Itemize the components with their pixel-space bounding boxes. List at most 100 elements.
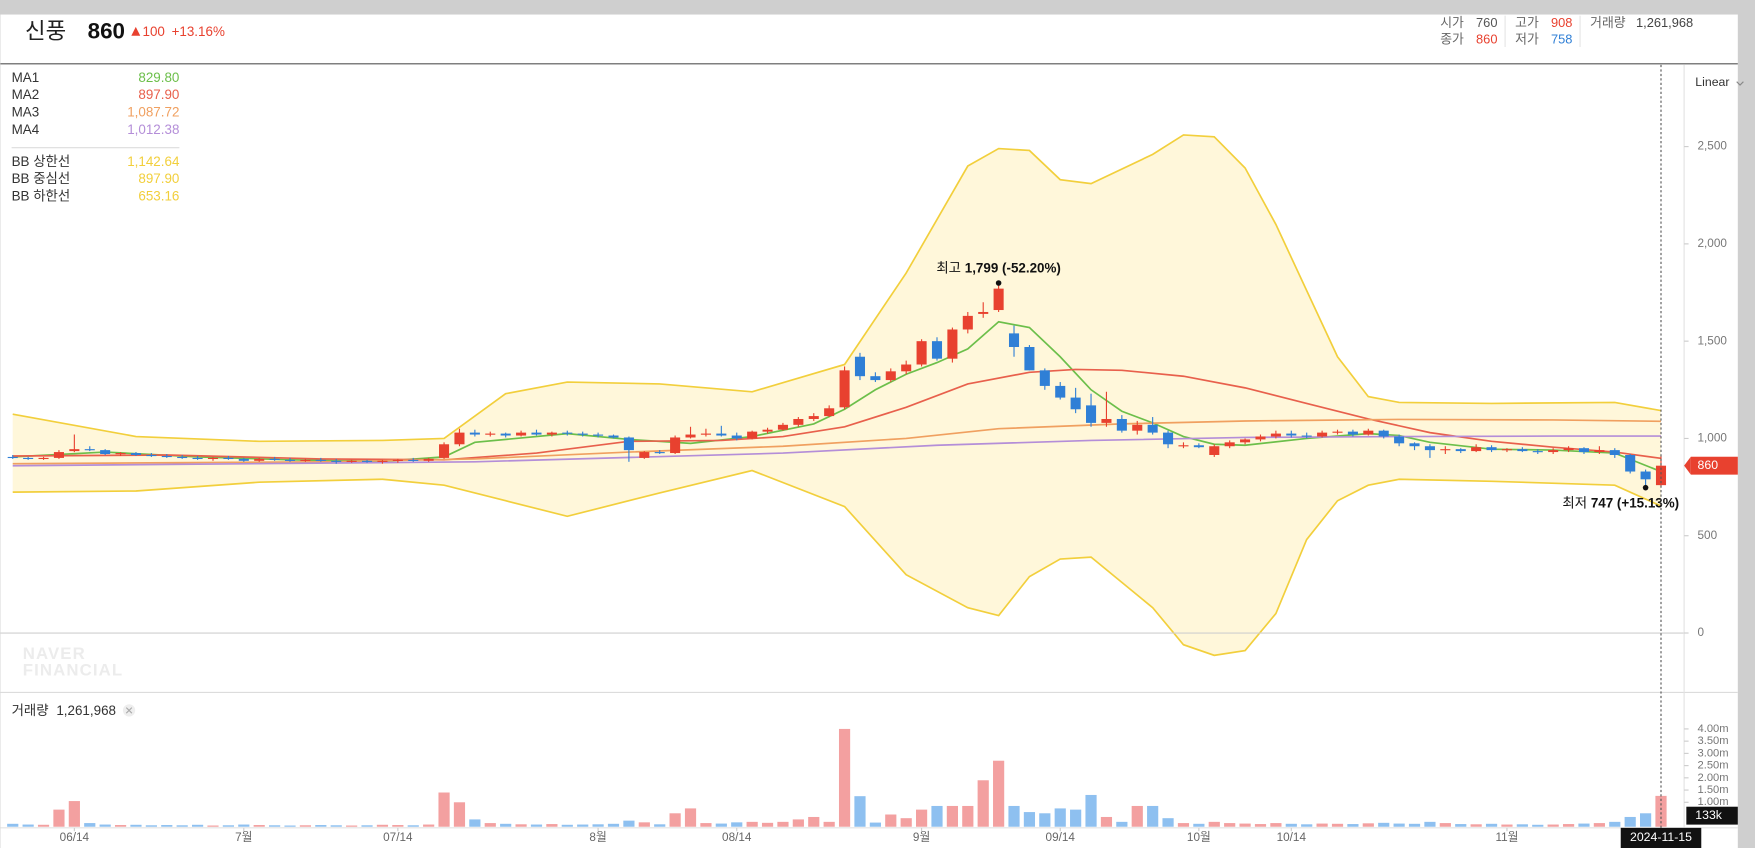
candle-body <box>1132 424 1143 431</box>
candle-body <box>84 449 95 451</box>
candle-body <box>808 416 819 419</box>
candle-body <box>469 432 480 435</box>
price-pane <box>0 134 1685 657</box>
volume-bar <box>838 728 851 827</box>
volume-bar <box>915 809 928 827</box>
scale-selector[interactable]: Linear <box>1695 75 1729 89</box>
volume-bar <box>346 825 358 827</box>
candle-body <box>1594 450 1605 453</box>
candle-body <box>392 459 403 461</box>
close-icon[interactable] <box>125 707 133 714</box>
volume-bar <box>469 819 481 827</box>
volume-bar <box>1501 824 1513 827</box>
candle-body <box>854 356 866 377</box>
candle-body <box>1347 431 1358 435</box>
volume-bar <box>114 825 127 827</box>
volume-bar <box>808 816 820 827</box>
volume-bar <box>1162 818 1174 827</box>
date-tag <box>1620 827 1702 848</box>
volume-bar <box>145 825 157 827</box>
y-tick-label: 1,500 <box>1698 334 1728 347</box>
volume-bar <box>1239 823 1251 827</box>
overlay: 최고 1,799 (-52.20%) 최저 747 (+15.13%) 860 133… <box>936 64 1738 848</box>
candle-body <box>931 341 943 359</box>
volume-bar <box>84 823 96 827</box>
volume-bar <box>1485 823 1498 827</box>
volume-bar <box>1547 824 1559 827</box>
volume-bar <box>623 820 635 827</box>
volume-bar <box>731 822 743 827</box>
x-tick-label: 08/14 <box>722 831 752 844</box>
volume-bar <box>500 823 512 827</box>
candle-body <box>1440 449 1451 451</box>
volume-label: 거래량 <box>1590 15 1626 30</box>
candle-body <box>53 452 64 458</box>
volume-bar <box>1516 824 1528 827</box>
high-label: 고가 <box>1515 15 1539 30</box>
volume-bar <box>191 824 204 827</box>
volume-bar <box>1270 823 1282 827</box>
legend-name: MA3 <box>12 105 40 120</box>
candle-body <box>1455 449 1466 452</box>
volume-bar <box>330 825 342 827</box>
candle-body <box>177 456 188 459</box>
candle-body <box>1116 418 1127 431</box>
candle-body <box>777 424 788 430</box>
volume-bar <box>592 824 604 827</box>
volume-bar <box>1085 794 1097 827</box>
x-tick-label: 7월 <box>235 831 252 844</box>
volume-bar <box>484 823 496 827</box>
candle-body <box>916 341 927 365</box>
candle-body <box>254 458 265 461</box>
volume-bar <box>1331 823 1344 827</box>
volume-bar <box>1193 823 1205 827</box>
volume-bar <box>777 821 789 827</box>
volume-bar <box>1578 823 1590 827</box>
volume-bar <box>931 805 943 827</box>
volume-bar <box>130 824 142 827</box>
volume-bar <box>1439 823 1451 827</box>
price-change: 100 <box>142 24 164 39</box>
volume-tick-label: 3.00m <box>1698 747 1729 759</box>
volume-bar <box>1362 823 1374 827</box>
volume-bar <box>1593 823 1605 827</box>
volume-tick-label: 1.50m <box>1698 784 1729 796</box>
volume-bar <box>993 760 1005 827</box>
low-label: 저가 <box>1515 32 1539 47</box>
candle-body <box>839 370 850 408</box>
volume-bar <box>7 823 19 827</box>
candle-body <box>1101 418 1112 423</box>
candle-body <box>146 454 157 457</box>
up-arrow <box>131 26 141 36</box>
volume-pane-value: 1,261,968 <box>56 703 116 718</box>
candle-body <box>1548 450 1559 453</box>
candle-body <box>947 329 958 359</box>
volume-bar <box>761 822 774 827</box>
volume-bar <box>684 808 697 827</box>
volume-bar <box>238 824 250 827</box>
candle-body <box>500 433 511 436</box>
candle-body <box>1255 436 1266 440</box>
candle-body <box>700 433 711 435</box>
bb-lower-line <box>12 469 1662 657</box>
volume-bar <box>361 825 373 827</box>
dropdown-icon[interactable] <box>1736 81 1744 86</box>
change-rate: +13.16% <box>172 24 225 39</box>
close-value: 860 <box>1476 32 1497 47</box>
candle-body <box>1578 448 1590 453</box>
y-tick-label: 1,000 <box>1698 432 1728 445</box>
candle-body <box>23 457 34 460</box>
open-value: 760 <box>1476 15 1497 30</box>
candle-body <box>1378 430 1389 437</box>
volume-bar <box>854 796 866 827</box>
candle-body <box>747 431 758 439</box>
candle-body <box>1317 432 1328 437</box>
volume-bar <box>1131 805 1143 827</box>
high-value: 908 <box>1551 15 1572 30</box>
candle-body <box>300 459 311 461</box>
candle-body <box>69 449 80 452</box>
volume-bar <box>1208 821 1220 827</box>
volume-bar <box>453 802 466 827</box>
candle-body <box>454 432 465 445</box>
candle-body <box>1471 447 1482 452</box>
